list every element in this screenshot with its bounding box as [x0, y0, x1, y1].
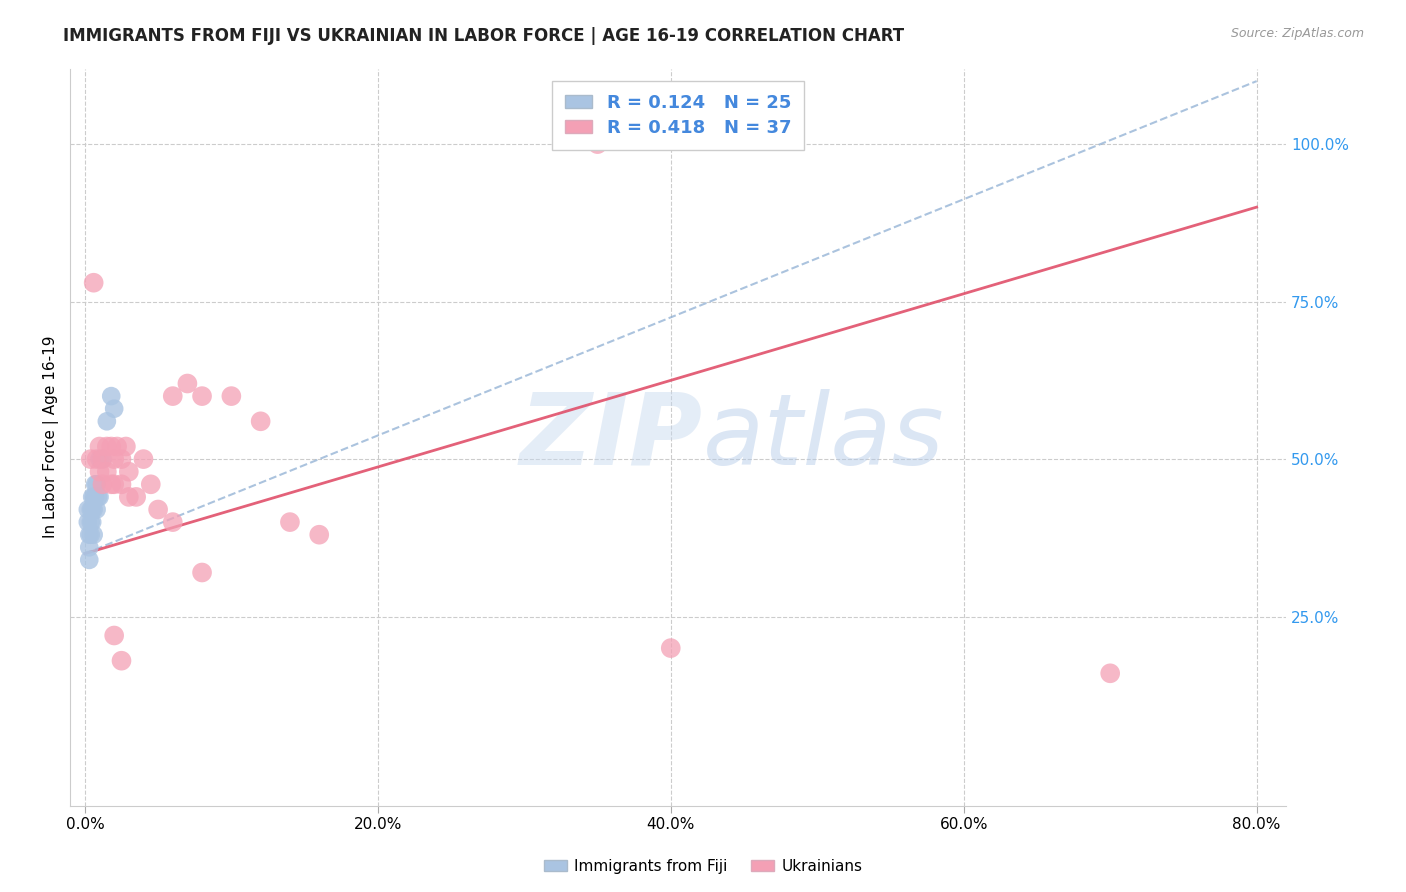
Point	[96, 465, 118, 479]
Point	[77, 553, 100, 567]
Point	[586, 137, 609, 152]
Point	[91, 452, 114, 467]
Point	[103, 452, 125, 467]
Point	[83, 502, 105, 516]
Point	[176, 376, 198, 391]
Point	[118, 490, 141, 504]
Point	[83, 527, 105, 541]
Point	[77, 541, 100, 555]
Point	[146, 502, 169, 516]
Point	[191, 389, 214, 403]
Point	[118, 465, 141, 479]
Point	[162, 389, 184, 403]
Point	[86, 452, 108, 467]
Point	[77, 527, 100, 541]
Point	[91, 477, 114, 491]
Point	[110, 452, 132, 467]
Point	[110, 654, 132, 668]
Legend: Immigrants from Fiji, Ukrainians: Immigrants from Fiji, Ukrainians	[537, 853, 869, 880]
Point	[110, 477, 132, 491]
Point	[82, 502, 104, 516]
Point	[308, 527, 330, 541]
Point	[162, 515, 184, 529]
Point	[91, 452, 114, 467]
Point	[132, 452, 155, 467]
Point	[191, 566, 214, 580]
Point	[1099, 666, 1122, 681]
Point	[103, 401, 125, 416]
Point	[96, 414, 118, 428]
Text: Source: ZipAtlas.com: Source: ZipAtlas.com	[1230, 27, 1364, 40]
Point	[100, 477, 122, 491]
Point	[83, 276, 105, 290]
Point	[80, 502, 103, 516]
Point	[84, 477, 107, 491]
Point	[76, 502, 98, 516]
Point	[96, 440, 118, 454]
Point	[89, 490, 111, 504]
Point	[87, 490, 110, 504]
Point	[103, 477, 125, 491]
Point	[125, 490, 148, 504]
Point	[100, 389, 122, 403]
Point	[659, 641, 682, 656]
Point	[105, 440, 128, 454]
Point	[86, 477, 108, 491]
Legend: R = 0.124   N = 25, R = 0.418   N = 37: R = 0.124 N = 25, R = 0.418 N = 37	[553, 81, 804, 150]
Point	[80, 527, 103, 541]
Point	[100, 440, 122, 454]
Point	[83, 490, 105, 504]
Point	[103, 628, 125, 642]
Point	[221, 389, 243, 403]
Point	[82, 490, 104, 504]
Point	[115, 440, 138, 454]
Point	[80, 452, 103, 467]
Point	[84, 490, 107, 504]
Text: ZIP: ZIP	[519, 389, 703, 485]
Point	[86, 502, 108, 516]
Text: IMMIGRANTS FROM FIJI VS UKRAINIAN IN LABOR FORCE | AGE 16-19 CORRELATION CHART: IMMIGRANTS FROM FIJI VS UKRAINIAN IN LAB…	[63, 27, 904, 45]
Point	[249, 414, 271, 428]
Point	[76, 515, 98, 529]
Point	[89, 440, 111, 454]
Point	[139, 477, 162, 491]
Point	[80, 515, 103, 529]
Y-axis label: In Labor Force | Age 16-19: In Labor Force | Age 16-19	[44, 335, 59, 538]
Text: atlas: atlas	[703, 389, 943, 485]
Point	[89, 465, 111, 479]
Point	[89, 452, 111, 467]
Point	[82, 515, 104, 529]
Point	[278, 515, 301, 529]
